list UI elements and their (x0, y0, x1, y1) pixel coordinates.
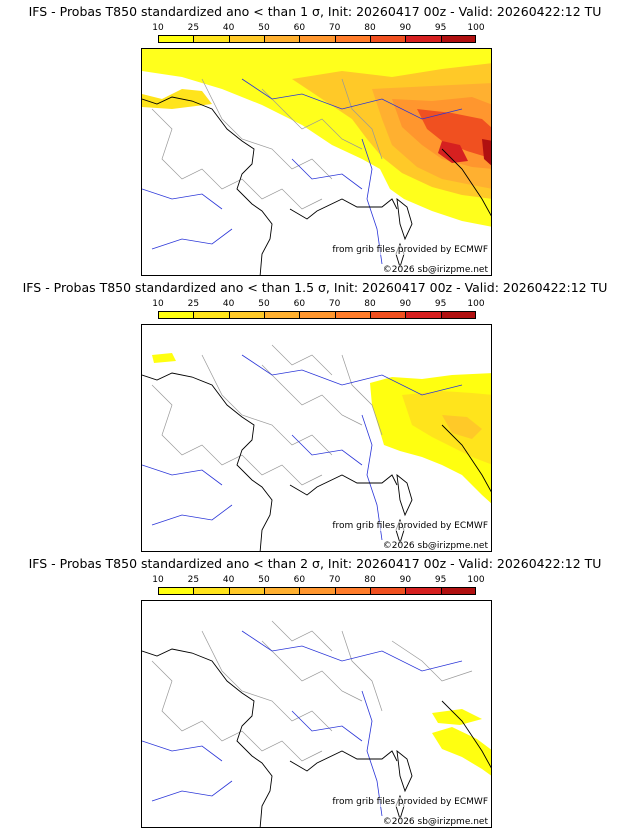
colorbar-swatch (370, 587, 406, 595)
rivers (142, 78, 463, 265)
panel-title: IFS - Probas T850 standardized ano < tha… (28, 556, 602, 571)
colorbar-tick-label: 70 (328, 299, 341, 309)
colorbar-tick-label: 90 (399, 23, 412, 33)
colorbar-swatch (370, 311, 406, 319)
borders (151, 78, 383, 210)
copyright-credit: ©2026 sb@irizpme.net (382, 265, 488, 275)
colorbar-tick-label: 80 (364, 575, 376, 585)
colorbar-tick-label: 100 (467, 299, 485, 309)
colorbar: 10 25 40 50 60 70 80 90 95 100 (152, 575, 485, 595)
probability-map: from grib files provided by ECMWF ©2026 … (141, 48, 492, 276)
colorbar-swatch (158, 35, 194, 43)
probability-map: from grib files provided by ECMWF ©2026 … (141, 324, 492, 552)
colorbar: 10 25 40 50 60 70 80 90 95 100 (152, 23, 485, 43)
colorbar-swatch (193, 311, 229, 319)
colorbar-tick-label: 90 (399, 299, 412, 309)
colorbar-swatch (158, 587, 194, 595)
probability-map: from grib files provided by ECMWF ©2026 … (141, 600, 492, 828)
rivers (142, 630, 463, 817)
colorbar: 10 25 40 50 60 70 80 90 95 100 (152, 299, 485, 319)
colorbar-swatch (440, 587, 476, 595)
coastline (142, 648, 491, 827)
colorbar-swatch (228, 35, 264, 43)
colorbar-swatch (334, 311, 370, 319)
colorbar-tick-label: 95 (434, 23, 447, 33)
colorbar-swatch (370, 35, 406, 43)
colorbar-tick-label: 50 (258, 299, 270, 309)
colorbar-swatch (334, 35, 370, 43)
colorbar-swatch (264, 35, 300, 43)
map-panel-2sigma: IFS - Probas T850 standardized ano < tha… (0, 552, 630, 828)
probability-shading (432, 709, 491, 776)
rivers (142, 354, 463, 541)
colorbar-tick-label: 25 (187, 23, 200, 33)
colorbar-tick-label: 40 (222, 575, 235, 585)
colorbar-tick-label: 50 (258, 575, 270, 585)
copyright-credit: ©2026 sb@irizpme.net (382, 817, 488, 827)
colorbar-tick-label: 25 (187, 575, 200, 585)
map-panel-1sigma: IFS - Probas T850 standardized ano < tha… (0, 0, 630, 276)
source-credit: from grib files provided by ECMWF (332, 521, 488, 531)
colorbar-tick-label: 50 (258, 23, 270, 33)
colorbar-tick-label: 60 (293, 575, 306, 585)
colorbar-tick-label: 100 (467, 23, 485, 33)
colorbar-tick-label: 10 (152, 299, 164, 309)
colorbar-tick-label: 40 (222, 23, 235, 33)
probability-shading (152, 353, 491, 504)
colorbar-swatch (264, 311, 300, 319)
colorbar-tick-label: 10 (152, 575, 164, 585)
colorbar-swatch (405, 35, 441, 43)
source-credit: from grib files provided by ECMWF (332, 797, 488, 807)
colorbar-tick-label: 70 (328, 23, 341, 33)
panel-title: IFS - Probas T850 standardized ano < tha… (22, 280, 608, 295)
colorbar-tick-label: 90 (399, 575, 412, 585)
colorbar-tick-label: 95 (434, 575, 447, 585)
borders (151, 620, 473, 762)
colorbar-tick-label: 60 (293, 23, 306, 33)
map-panel-1-5sigma: IFS - Probas T850 standardized ano < tha… (0, 276, 630, 552)
colorbar-swatch (299, 587, 335, 595)
colorbar-tick-label: 80 (364, 299, 376, 309)
colorbar-swatch (405, 311, 441, 319)
colorbar-swatch (299, 35, 335, 43)
colorbar-swatch (440, 311, 476, 319)
colorbar-swatch (228, 587, 264, 595)
colorbar-swatch (228, 311, 264, 319)
colorbar-swatch (299, 311, 335, 319)
colorbar-swatch (193, 35, 229, 43)
source-credit: from grib files provided by ECMWF (332, 245, 488, 255)
probability-shading (142, 49, 491, 227)
colorbar-tick-label: 40 (222, 299, 235, 309)
colorbar-tick-label: 100 (467, 575, 485, 585)
colorbar-tick-label: 60 (293, 299, 306, 309)
colorbar-swatch (440, 35, 476, 43)
colorbar-swatch (193, 587, 229, 595)
colorbar-tick-label: 95 (434, 299, 447, 309)
colorbar-swatch (158, 311, 194, 319)
panel-title: IFS - Probas T850 standardized ano < tha… (28, 4, 602, 19)
colorbar-tick-label: 10 (152, 23, 164, 33)
colorbar-tick-label: 25 (187, 299, 200, 309)
colorbar-swatch (264, 587, 300, 595)
copyright-credit: ©2026 sb@irizpme.net (382, 541, 488, 551)
colorbar-tick-label: 80 (364, 23, 376, 33)
colorbar-tick-label: 70 (328, 575, 341, 585)
borders (151, 344, 383, 486)
colorbar-swatch (334, 587, 370, 595)
colorbar-swatch (405, 587, 441, 595)
